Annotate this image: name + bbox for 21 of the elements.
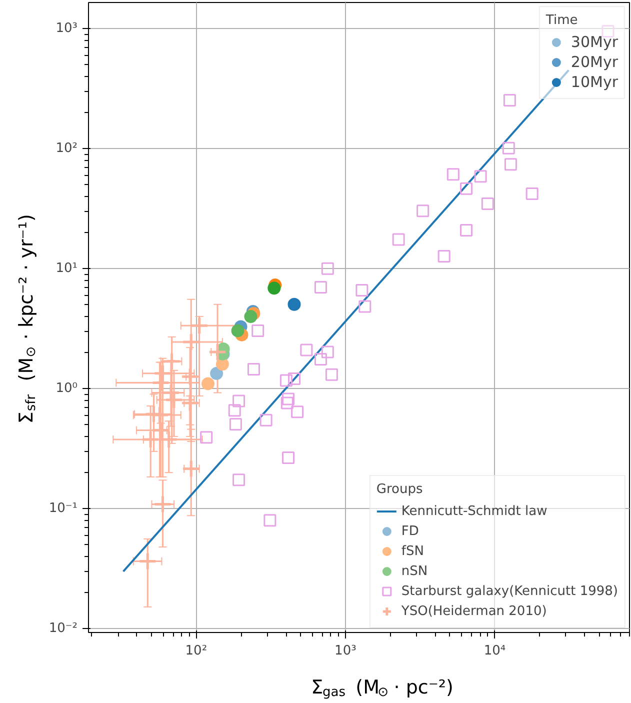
legend-label: FD bbox=[401, 524, 420, 538]
text: Time bbox=[546, 13, 578, 28]
y-tick-label: 10³ bbox=[56, 21, 78, 36]
legend-label: nSN bbox=[401, 564, 428, 578]
y-tick-label: 10¹ bbox=[56, 261, 78, 276]
legend-label: 10Myr bbox=[570, 73, 618, 91]
legend-label: 20Myr bbox=[570, 53, 618, 71]
x-tick-label: 10³ bbox=[334, 644, 356, 658]
legend-label: YSO(Heiderman 2010) bbox=[401, 604, 547, 618]
legend-label: Kennicutt-Schmidt law bbox=[401, 504, 548, 518]
text: Groups bbox=[376, 482, 423, 497]
x-tick-label: 10⁴ bbox=[484, 644, 506, 658]
legend-label: fSN bbox=[401, 544, 424, 558]
legend-label: Starburst galaxy(Kennicutt 1998) bbox=[401, 584, 618, 598]
legend-label: 30Myr bbox=[570, 33, 618, 51]
y-axis-title: Σsfr (M⊙ · kpc⁻² · yr⁻¹) bbox=[16, 214, 39, 424]
y-tick-label: 10² bbox=[56, 141, 78, 156]
y-tick-label: 10⁻² bbox=[48, 621, 78, 636]
y-tick-label: 10⁻¹ bbox=[48, 501, 78, 516]
x-tick-label: 10² bbox=[185, 644, 208, 658]
y-tick-label: 10⁰ bbox=[56, 381, 78, 396]
